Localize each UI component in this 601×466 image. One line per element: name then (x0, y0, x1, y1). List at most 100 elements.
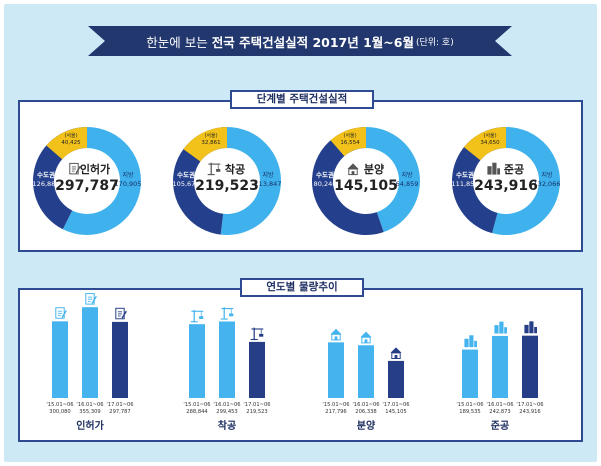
donut-total: 243,916 (474, 178, 538, 194)
donut-slice-metro (32, 127, 87, 230)
donut-category: 인허가 (80, 162, 110, 176)
local-value: 132,066 (534, 180, 561, 188)
crane-load (259, 333, 264, 337)
bar-value-label: 299,453 (216, 409, 237, 415)
donut-slice-seoul (46, 127, 87, 160)
crane-load (216, 169, 221, 172)
bar-value-label: 206,338 (355, 409, 376, 415)
building-right (534, 326, 537, 334)
seoul-name: (서울) (64, 132, 77, 139)
buildings-icon (524, 321, 537, 334)
seoul-value: 16,554 (340, 140, 360, 146)
donut-slice-metro (452, 127, 506, 234)
metro-name: 수도권 (316, 170, 334, 179)
metro-value: 126,882 (33, 180, 60, 188)
seoul-name: (서울) (343, 132, 356, 139)
bar (328, 342, 344, 398)
donut-slice-seoul (183, 127, 227, 162)
local-value: 170,905 (115, 180, 142, 188)
bar-period-label: '17.01~06 (382, 402, 409, 408)
crane-load (229, 313, 234, 317)
house-sale-icon (390, 347, 402, 360)
metro-name: 수도권 (177, 170, 195, 179)
bar-group-label: 분양 (357, 420, 376, 432)
crane-icon (207, 162, 221, 176)
buildings-icon (494, 321, 507, 334)
bar-value-label: 189,535 (459, 409, 480, 415)
bar-period-label: '15.01~06 (322, 402, 349, 408)
pen-stroke (75, 165, 81, 174)
local-name: 지방 (401, 171, 413, 179)
bar-value-label: 300,080 (49, 409, 70, 415)
house-sale-icon (360, 331, 372, 344)
crane-icon (190, 309, 204, 323)
bar (189, 324, 205, 398)
building-left (464, 338, 469, 348)
bar-value-label: 145,105 (385, 409, 406, 415)
bar-group-label: 준공 (491, 420, 509, 432)
metro-name: 수도권 (456, 170, 474, 179)
house-roof (390, 347, 402, 353)
permit-document-icon (69, 162, 81, 175)
bar-period-label: '17.01~06 (516, 402, 543, 408)
donut-slice-local (366, 127, 420, 233)
bar-group-label: 인허가 (76, 419, 104, 432)
bar-period-label: '16.01~06 (76, 402, 103, 408)
house-roof (360, 331, 372, 338)
building-mid (529, 321, 534, 334)
bar-period-label: '15.01~06 (456, 402, 483, 408)
metro-value: 105,676 (173, 180, 200, 188)
seoul-name: (서울) (483, 132, 496, 139)
bar-period-label: '16.01~06 (213, 402, 240, 408)
building-mid (469, 335, 474, 348)
pen-stroke (121, 310, 127, 319)
crane-icon (250, 327, 264, 341)
local-name: 지방 (541, 171, 553, 179)
pen-stroke (61, 310, 67, 318)
local-value: 64,859 (396, 180, 419, 188)
building-right (497, 168, 500, 175)
house-roof (330, 328, 342, 335)
donut-slice-seoul (463, 127, 506, 161)
bar-period-label: '15.01~06 (183, 402, 210, 408)
bar (358, 345, 374, 398)
seoul-value: 34,650 (480, 140, 500, 146)
seoul-name: (서울) (204, 132, 217, 139)
building-right (504, 327, 507, 334)
local-name: 지방 (122, 171, 134, 179)
pen-stroke (91, 296, 97, 304)
trend-panel-label: 연도별 물량추이 (240, 278, 364, 297)
local-value: 113,847 (255, 180, 282, 188)
donut-category: 분양 (364, 162, 384, 176)
donut-total: 297,787 (55, 178, 119, 194)
house-roof (347, 163, 359, 169)
bar-value-label: 355,309 (79, 409, 100, 415)
building-mid (499, 321, 504, 334)
metro-value: 80,246 (314, 180, 337, 188)
bar-value-label: 219,523 (246, 409, 267, 415)
house-door (364, 339, 368, 343)
bar (388, 360, 404, 398)
building-mid (492, 162, 497, 175)
crane-load (199, 316, 204, 319)
title-main: 전국 주택건설실적 2017년 1월~6월 (211, 34, 414, 50)
bar (522, 335, 538, 398)
title-prefix: 한눈에 보는 (146, 34, 208, 50)
bar-period-label: '15.01~06 (46, 402, 73, 408)
bar-group-label: 착공 (218, 419, 236, 432)
building-left (494, 325, 499, 334)
bar (82, 307, 98, 398)
bar-value-label: 242,873 (489, 409, 510, 415)
seoul-value: 32,861 (201, 140, 220, 146)
bar (219, 321, 235, 398)
bar-period-label: '17.01~06 (106, 402, 133, 408)
metro-name: 수도권 (37, 170, 55, 179)
bar (492, 335, 508, 398)
house-door (334, 336, 338, 340)
local-name: 지방 (262, 171, 274, 179)
bar-value-label: 243,916 (519, 409, 540, 415)
house-sale-icon (347, 163, 359, 176)
permit-document-icon (55, 307, 67, 319)
bar-value-label: 297,787 (109, 409, 130, 415)
